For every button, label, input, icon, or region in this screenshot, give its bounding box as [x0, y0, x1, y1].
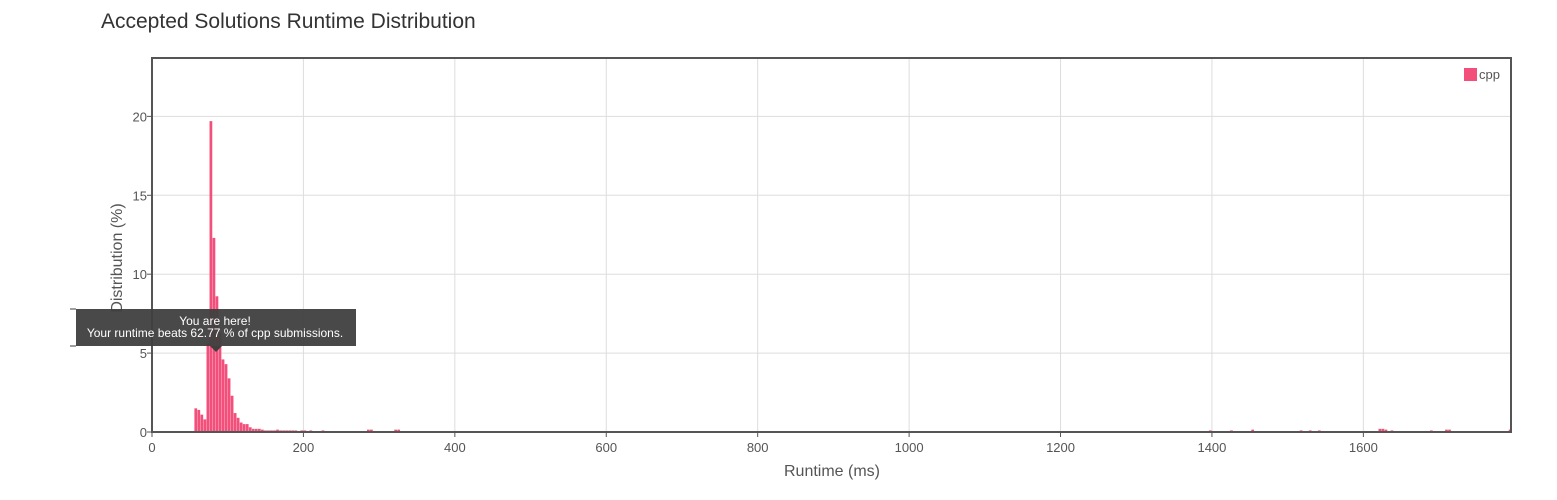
bar-cpp[interactable] — [194, 408, 198, 432]
x-tick-label: 1400 — [1197, 440, 1226, 455]
bar-cpp[interactable] — [367, 429, 370, 432]
bar-cpp[interactable] — [227, 378, 231, 432]
bar-cpp[interactable] — [1445, 429, 1448, 432]
bar-cpp[interactable] — [224, 364, 228, 432]
x-tick-label: 0 — [148, 440, 155, 455]
x-tick-label: 800 — [747, 440, 769, 455]
bar-cpp[interactable] — [1448, 429, 1451, 432]
grid-layer — [151, 58, 1511, 433]
x-tick-label: 1200 — [1046, 440, 1075, 455]
bar-cpp[interactable] — [254, 428, 258, 432]
y-tick-label: 15 — [133, 188, 147, 203]
bar-cpp[interactable] — [248, 427, 252, 432]
bar-cpp[interactable] — [261, 429, 264, 432]
x-tick-label: 1000 — [895, 440, 924, 455]
bar-cpp[interactable] — [230, 395, 234, 432]
bar-cpp[interactable] — [1381, 428, 1385, 432]
bar-cpp[interactable] — [370, 429, 373, 432]
tooltip-line-2: Your runtime beats 62.77 % of cpp submis… — [87, 326, 343, 340]
you-are-here-tooltip: You are here! Your runtime beats 62.77 %… — [70, 308, 356, 352]
bar-cpp[interactable] — [206, 343, 210, 432]
bar-cpp[interactable] — [394, 429, 398, 432]
x-tick-label: 200 — [293, 440, 315, 455]
legend[interactable]: cpp — [1464, 67, 1500, 82]
bar-cpp[interactable] — [197, 409, 201, 432]
bar-cpp[interactable] — [203, 419, 207, 432]
bar-cpp[interactable] — [209, 121, 213, 432]
bar-cpp[interactable] — [1378, 428, 1382, 432]
bar-cpp[interactable] — [218, 332, 222, 432]
y-axis-title: Distribution (%) — [109, 203, 126, 312]
bar-cpp[interactable] — [251, 428, 255, 432]
tooltip-box — [76, 309, 356, 346]
y-tick-label: 5 — [140, 346, 147, 361]
bar-cpp[interactable] — [200, 414, 204, 432]
bar-cpp[interactable] — [1384, 429, 1388, 432]
bar-cpp[interactable] — [215, 296, 219, 432]
y-tick-label: 10 — [133, 267, 147, 282]
chart-title: Accepted Solutions Runtime Distribution — [101, 10, 476, 33]
plot-frame — [151, 57, 1512, 433]
x-axis-title: Runtime (ms) — [784, 463, 880, 480]
tooltip-line-1: You are here! — [179, 314, 251, 328]
bar-cpp[interactable] — [397, 429, 401, 432]
bar-cpp[interactable] — [242, 424, 246, 432]
bars-layer — [194, 121, 1512, 432]
legend-label-cpp: cpp — [1479, 67, 1500, 82]
tooltip-pointer — [210, 346, 222, 352]
y-tick-label: 20 — [133, 109, 147, 124]
bar-cpp[interactable] — [233, 413, 237, 432]
bar-cpp[interactable] — [239, 422, 243, 432]
x-tick-label: 400 — [444, 440, 466, 455]
bar-cpp[interactable] — [276, 429, 279, 432]
x-tick-label: 600 — [595, 440, 617, 455]
bar-cpp[interactable] — [236, 417, 240, 432]
x-tick-label: 1600 — [1349, 440, 1378, 455]
legend-swatch-cpp — [1464, 68, 1477, 81]
bar-cpp[interactable] — [245, 424, 249, 432]
y-tick-label: 0 — [140, 425, 147, 440]
bar-cpp[interactable] — [221, 359, 225, 432]
y-axis-ticks: 0 5 10 15 20 — [133, 109, 152, 440]
x-axis-ticks: 0 200 400 600 800 1000 1200 1400 1600 — [148, 432, 1378, 455]
bar-cpp[interactable] — [1251, 429, 1255, 432]
bar-cpp[interactable] — [257, 428, 261, 432]
